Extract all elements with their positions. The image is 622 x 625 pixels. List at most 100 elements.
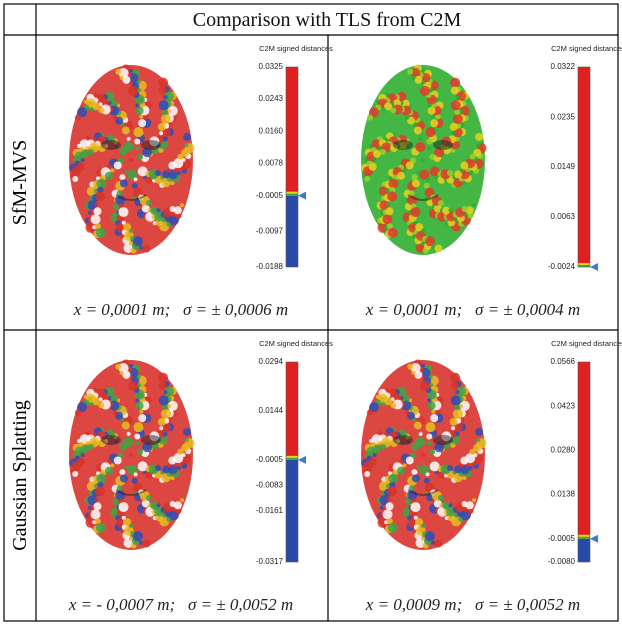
cloud-speck xyxy=(124,170,128,174)
cloud-speck xyxy=(476,143,480,147)
cloud-speck xyxy=(448,208,452,212)
cloud-speck xyxy=(426,139,432,145)
header-title: Comparison with TLS from C2M xyxy=(193,9,462,31)
scale-tick-label: 0.0294 xyxy=(259,357,284,366)
point-cloud-image xyxy=(69,359,195,550)
cloud-speck xyxy=(168,162,176,170)
cloud-speck xyxy=(134,422,144,432)
scale-marker xyxy=(298,456,306,464)
cloud-speck xyxy=(105,172,113,180)
cloud-speck xyxy=(123,142,133,152)
cloud-speck xyxy=(163,390,167,394)
cloud-speck xyxy=(415,437,425,447)
cloud-speck xyxy=(159,381,167,389)
cloud-speck xyxy=(72,471,78,477)
cloud-speck xyxy=(122,371,130,379)
cloud-speck xyxy=(416,170,420,174)
cloud-speck xyxy=(428,107,436,115)
cloud-speck xyxy=(448,503,452,507)
cloud-speck xyxy=(420,381,430,391)
scale-marker xyxy=(298,192,306,200)
cloud-speck xyxy=(94,502,102,510)
cloud-speck xyxy=(455,390,459,394)
cloud-speck xyxy=(427,441,431,445)
cloud-speck xyxy=(142,245,150,253)
scale-title: C2M signed distances xyxy=(259,339,333,348)
cloud-speck xyxy=(81,453,85,457)
cloud-speck xyxy=(390,107,396,113)
scale-tick-label: -0.0005 xyxy=(548,534,576,543)
cloud-speck xyxy=(426,434,432,440)
cloud-speck xyxy=(180,203,184,207)
cloud-speck xyxy=(450,418,458,426)
scale-fringe xyxy=(286,194,298,196)
cloud-speck xyxy=(369,458,377,466)
cloud-speck xyxy=(390,402,396,408)
scale-tick-label: -0.0161 xyxy=(256,506,284,515)
cloud-speck xyxy=(429,449,435,455)
cloud-speck xyxy=(86,146,90,150)
scale-tick-label: 0.0160 xyxy=(259,126,284,135)
scale-tick-label: 0.0280 xyxy=(551,446,576,455)
cloud-speck xyxy=(447,170,453,176)
cloud-speck xyxy=(122,126,130,134)
cloud-speck xyxy=(122,421,130,429)
cloud-speck xyxy=(382,402,386,406)
cloud-speck xyxy=(146,495,152,501)
cloud-speck xyxy=(450,123,458,131)
cloud-speck xyxy=(425,236,435,246)
cloud-speck xyxy=(158,373,168,383)
cloud-speck xyxy=(129,453,133,457)
cloud-speck xyxy=(168,457,176,465)
cloud-speck xyxy=(177,154,183,160)
cloud-speck xyxy=(427,398,431,402)
cloud-speck xyxy=(139,246,143,250)
cloud-speck xyxy=(427,103,431,107)
scale-tick-label: -0.0317 xyxy=(256,557,284,566)
cloud-speck xyxy=(421,229,425,233)
scale-tick-label: 0.0149 xyxy=(551,162,576,171)
cloud-speck xyxy=(460,457,468,465)
cloud-speck xyxy=(386,202,390,206)
cloud-speck xyxy=(119,469,125,475)
cloud-speck xyxy=(402,463,406,467)
cloud-speck xyxy=(122,76,130,84)
scale-tick-label: 0.0144 xyxy=(259,406,284,415)
cloud-speck xyxy=(469,154,475,160)
cloud-speck xyxy=(475,133,483,141)
cloud-speck xyxy=(183,133,191,141)
cloud-speck xyxy=(118,502,128,512)
cloud-speck xyxy=(88,149,94,155)
cloud-speck xyxy=(110,463,114,467)
cloud-speck xyxy=(135,398,139,402)
cloud-speck xyxy=(434,540,442,548)
cloud-speck xyxy=(431,410,435,414)
eye xyxy=(393,435,413,445)
scale-blue xyxy=(578,539,590,562)
cloud-speck xyxy=(451,86,459,94)
cloud-speck xyxy=(382,107,386,111)
cloud-speck xyxy=(431,541,435,545)
cloud-speck xyxy=(425,531,435,541)
cloud-speck xyxy=(451,395,461,405)
cloud-speck xyxy=(426,177,430,181)
cloud-speck xyxy=(373,150,381,158)
cloud-speck xyxy=(123,437,133,447)
cloud-speck xyxy=(159,395,169,405)
cloud-speck xyxy=(373,453,377,457)
cloud-speck xyxy=(133,531,143,541)
cloud-speck xyxy=(95,191,105,201)
row-label: Gaussian Splatting xyxy=(9,400,31,551)
caption: x = - 0,0007 m; σ = ± 0,0052 m xyxy=(68,595,293,614)
cloud-speck xyxy=(86,441,90,445)
cloud-speck xyxy=(415,142,425,152)
scale-tick-label: 0.0063 xyxy=(551,212,576,221)
cloud-speck xyxy=(405,116,409,120)
scale-tick-label: 0.0325 xyxy=(259,62,284,71)
point-cloud-image xyxy=(69,64,195,255)
scale-tick-label: 0.0423 xyxy=(551,401,576,410)
cloud-speck xyxy=(110,168,114,172)
cloud-speck xyxy=(120,474,128,482)
cloud-speck xyxy=(184,438,188,442)
cloud-speck xyxy=(136,107,144,115)
